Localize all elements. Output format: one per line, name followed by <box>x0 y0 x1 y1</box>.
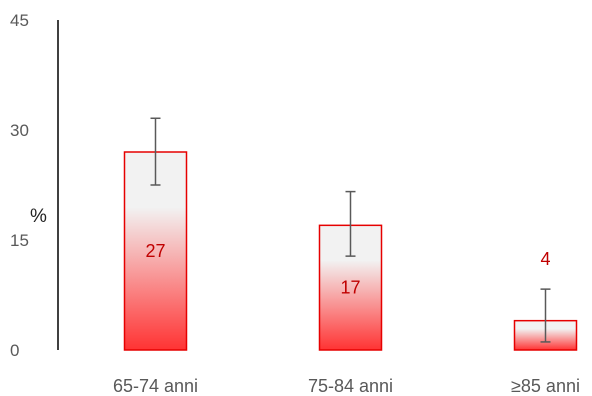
x-axis-labels: 65-74 anni 75-84 anni ≥85 anni <box>113 376 580 396</box>
x-tick-label: ≥85 anni <box>511 376 580 396</box>
y-tick-label: 30 <box>10 121 29 140</box>
error-bars <box>150 117 551 343</box>
data-label: 17 <box>340 278 360 298</box>
data-label: 4 <box>540 249 550 269</box>
error-bar <box>150 117 161 186</box>
x-tick-label: 75-84 anni <box>308 376 393 396</box>
error-bar <box>540 288 551 343</box>
y-axis-label: % <box>30 206 47 227</box>
data-label: 27 <box>145 241 165 261</box>
error-bar <box>345 190 356 257</box>
x-tick-label: 65-74 anni <box>113 376 198 396</box>
y-axis: 0 15 30 45 <box>10 11 59 360</box>
y-tick-label: 15 <box>10 231 29 250</box>
y-tick-label: 0 <box>10 341 19 360</box>
data-labels: 27 17 4 <box>145 241 550 298</box>
y-tick-label: 45 <box>10 11 29 30</box>
